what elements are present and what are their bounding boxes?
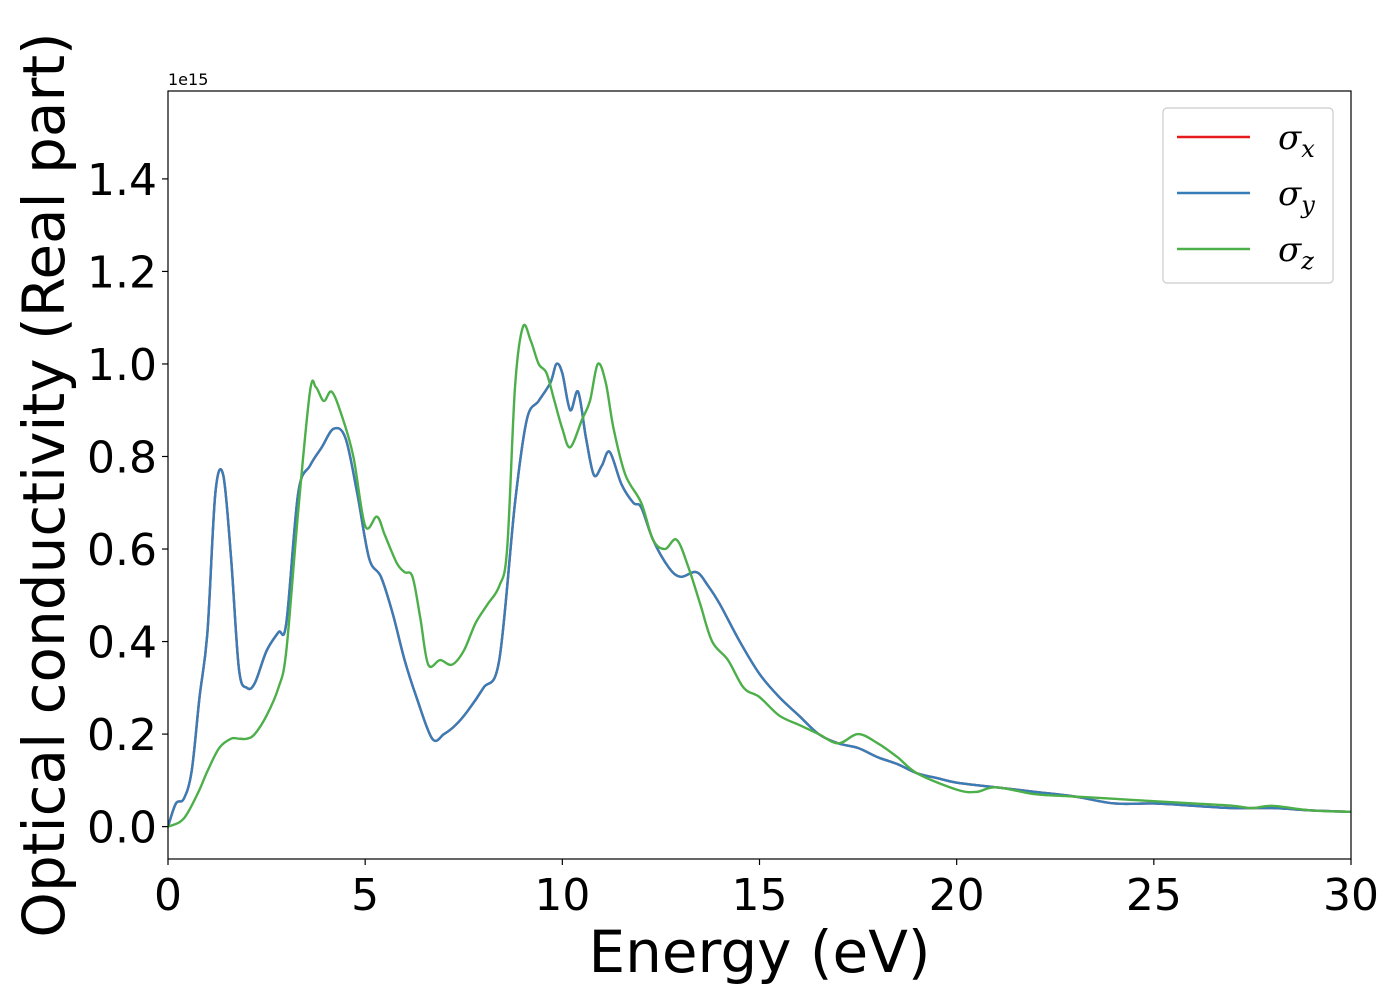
y-axis-title: Optical conductivity (Real part) <box>10 32 78 937</box>
x-axis-title: Energy (eV) <box>588 918 930 986</box>
x-tick-label: 0 <box>154 870 182 921</box>
x-tick-label: 30 <box>1323 870 1379 921</box>
legend-label-y: σy <box>1278 174 1315 219</box>
legend-box <box>1162 107 1334 284</box>
y-tick-label: 1.2 <box>87 247 157 298</box>
series-line-z <box>168 323 1351 828</box>
x-tick-label: 25 <box>1126 870 1182 921</box>
y-tick-label: 0.8 <box>87 432 157 483</box>
x-tick-label: 15 <box>732 870 788 921</box>
series-line-y <box>168 362 1351 828</box>
ticks-layer: 0 5 10 15 20 25 30 0.0 0.2 0.4 0.6 0.8 1.0 1.2 1.4 <box>87 155 1379 921</box>
y-tick-label: 1.4 <box>87 155 157 206</box>
series-layer <box>168 323 1351 828</box>
x-tick-label: 10 <box>534 870 590 921</box>
y-offset-label: 1e15 <box>168 70 208 89</box>
x-tick-label: 20 <box>929 870 985 921</box>
y-tick-label: 1.0 <box>87 340 157 391</box>
y-tick-label: 0.6 <box>87 525 157 576</box>
legend-label-z: σz <box>1278 230 1314 275</box>
legend: σx σy σz <box>1162 107 1334 284</box>
legend-label-x: σx <box>1278 118 1315 163</box>
x-tick-label: 5 <box>351 870 379 921</box>
y-tick-label: 0.2 <box>87 710 157 761</box>
y-tick-label: 0.0 <box>87 803 157 854</box>
y-tick-label: 0.4 <box>87 618 157 669</box>
